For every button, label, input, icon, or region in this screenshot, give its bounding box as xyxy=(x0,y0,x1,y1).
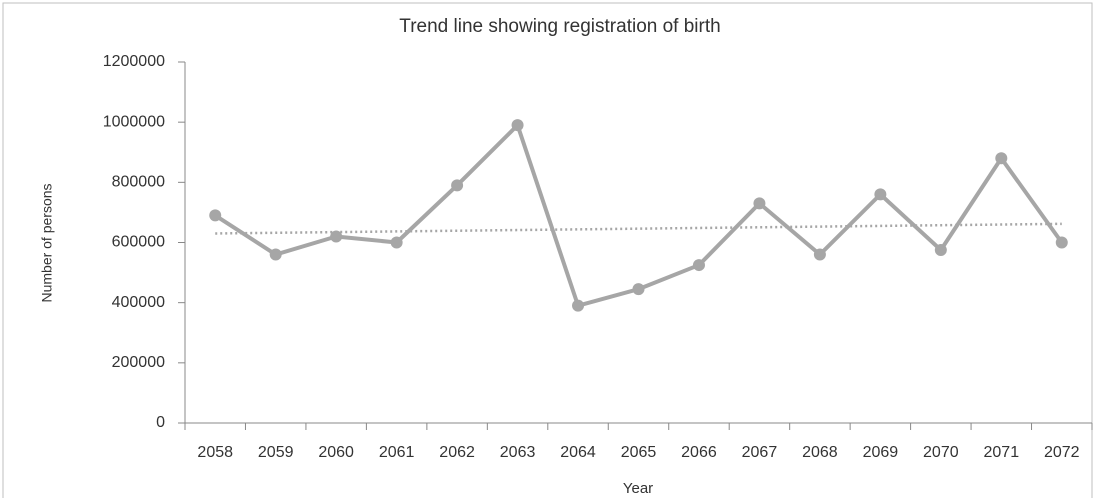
x-tick-label: 2068 xyxy=(802,444,838,461)
x-tick-label: 2065 xyxy=(621,444,657,461)
point-marker xyxy=(632,283,645,296)
point-marker xyxy=(813,248,826,261)
x-tick-label: 2062 xyxy=(439,444,475,461)
point-marker xyxy=(451,179,464,192)
y-tick-label: 200000 xyxy=(112,354,165,371)
point-marker xyxy=(1055,236,1068,249)
point-marker xyxy=(269,248,282,261)
y-tick-label: 600000 xyxy=(112,234,165,251)
x-tick-label: 2072 xyxy=(1044,444,1080,461)
point-marker xyxy=(874,188,887,201)
y-tick-label: 800000 xyxy=(112,174,165,191)
y-axis-label: Number of persons xyxy=(39,183,55,302)
point-marker xyxy=(753,197,766,210)
point-marker xyxy=(934,244,947,257)
point-marker xyxy=(390,236,403,249)
point-marker xyxy=(995,152,1008,165)
point-marker xyxy=(330,230,343,243)
y-tick-label: 400000 xyxy=(112,294,165,311)
x-axis-label: Year xyxy=(623,480,653,497)
x-tick-label: 2067 xyxy=(742,444,778,461)
x-tick-label: 2063 xyxy=(500,444,536,461)
point-marker xyxy=(692,259,705,272)
y-tick-label: 1200000 xyxy=(103,53,165,70)
y-tick-label: 1000000 xyxy=(103,113,165,130)
chart-title: Trend line showing registration of birth xyxy=(399,16,720,37)
point-marker xyxy=(572,299,585,312)
series-line xyxy=(214,123,1064,308)
x-tick-label: 2060 xyxy=(318,444,354,461)
x-tick-label: 2059 xyxy=(258,444,294,461)
point-marker xyxy=(209,209,222,222)
x-tick-label: 2066 xyxy=(681,444,717,461)
trend-line xyxy=(215,222,1062,235)
point-marker xyxy=(511,119,524,132)
x-tick-label: 2061 xyxy=(379,444,415,461)
x-tick-label: 2058 xyxy=(197,444,233,461)
y-tick-label: 0 xyxy=(156,414,165,431)
x-tick-label: 2071 xyxy=(984,444,1020,461)
x-tick-label: 2069 xyxy=(863,444,899,461)
x-tick-label: 2070 xyxy=(923,444,959,461)
x-tick-label: 2064 xyxy=(560,444,596,461)
